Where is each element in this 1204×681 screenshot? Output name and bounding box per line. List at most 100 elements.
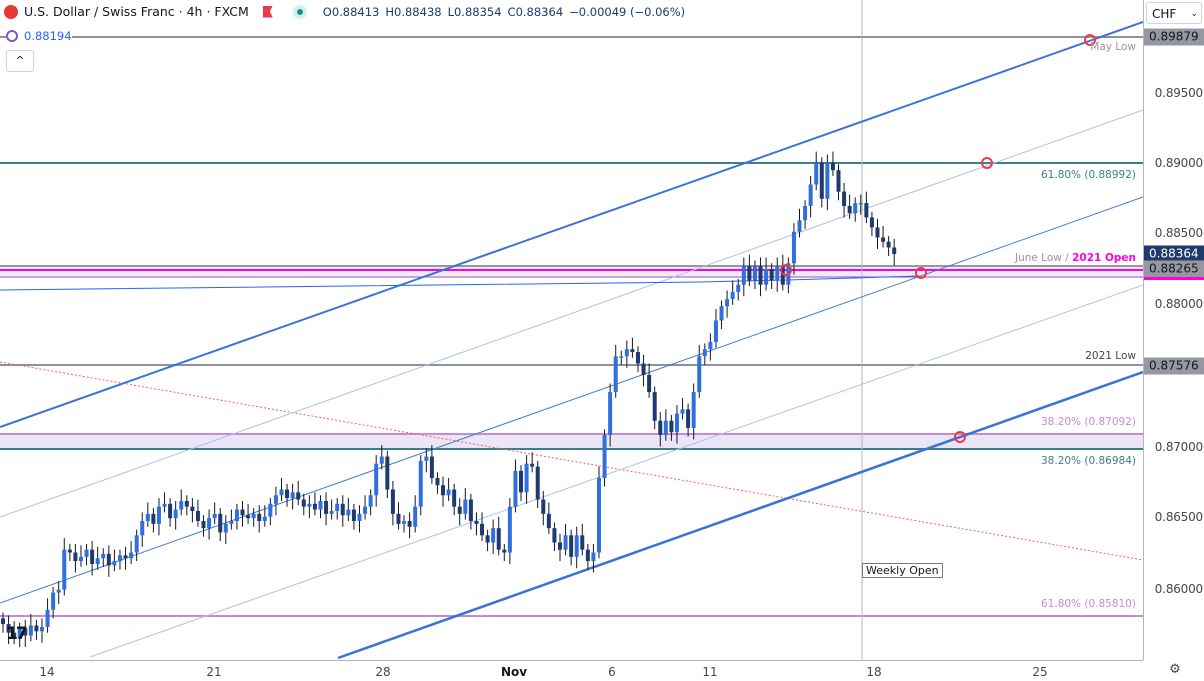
candle-up[interactable] <box>736 284 741 292</box>
candle-down[interactable] <box>652 392 657 421</box>
candle-down[interactable] <box>435 478 440 486</box>
candle-up[interactable] <box>335 503 340 511</box>
candle-down[interactable] <box>285 489 290 499</box>
candle-up[interactable] <box>608 392 613 436</box>
candle-down[interactable] <box>780 266 785 285</box>
candle-up[interactable] <box>574 535 579 557</box>
candle-down[interactable] <box>875 227 880 238</box>
candle-up[interactable] <box>307 503 312 507</box>
candle-down[interactable] <box>647 374 652 393</box>
candle-down[interactable] <box>246 515 251 519</box>
candle-down[interactable] <box>669 420 674 433</box>
candle-up[interactable] <box>207 518 212 529</box>
candle-up[interactable] <box>491 528 496 543</box>
candle-up[interactable] <box>234 509 239 521</box>
candle-down[interactable] <box>658 420 663 436</box>
candle-up[interactable] <box>112 561 117 566</box>
alert-circle-icon[interactable] <box>954 431 966 443</box>
candle-up[interactable] <box>424 456 429 461</box>
candle-up[interactable] <box>95 558 100 564</box>
candle-down[interactable] <box>585 549 590 562</box>
candle-up[interactable] <box>17 628 22 639</box>
candle-down[interactable] <box>457 506 462 514</box>
candle-up[interactable] <box>212 513 217 519</box>
channel-upper-line[interactable] <box>0 21 1143 428</box>
candle-up[interactable] <box>463 499 468 514</box>
candle-up[interactable] <box>140 521 145 536</box>
candle-down[interactable] <box>312 503 317 510</box>
candle-down[interactable] <box>635 352 640 364</box>
candle-down[interactable] <box>1 618 5 625</box>
candle-down[interactable] <box>541 499 546 514</box>
candle-up[interactable] <box>524 463 529 493</box>
candle-down[interactable] <box>340 503 345 516</box>
candle-up[interactable] <box>507 506 512 553</box>
candle-down[interactable] <box>296 492 301 500</box>
candle-up[interactable] <box>346 509 351 516</box>
candle-down[interactable] <box>73 552 78 562</box>
candle-up[interactable] <box>39 626 44 632</box>
price-axis[interactable]: 0.89500 0.89000 0.88500 0.88000 0.87000 … <box>1143 0 1204 660</box>
candle-down[interactable] <box>123 555 128 559</box>
candle-up[interactable] <box>101 553 106 559</box>
red-dotted-trendline[interactable] <box>0 361 1143 561</box>
candle-up[interactable] <box>156 506 161 524</box>
alert-circle-icon[interactable] <box>981 157 993 169</box>
candle-down[interactable] <box>842 191 847 206</box>
channel-median-line[interactable] <box>0 196 1143 604</box>
gear-icon[interactable]: ⚙ <box>1169 662 1181 677</box>
candle-up[interactable] <box>173 509 178 519</box>
candle-down[interactable] <box>106 553 111 566</box>
candle-down[interactable] <box>769 268 774 281</box>
candle-down[interactable] <box>396 513 401 524</box>
time-axis[interactable]: 14 21 28 Nov 6 11 18 25 <box>0 660 1143 681</box>
candle-down[interactable] <box>240 509 245 516</box>
candle-up[interactable] <box>808 184 813 206</box>
candle-down[interactable] <box>886 241 891 248</box>
candle-down[interactable] <box>558 542 562 550</box>
candle-up[interactable] <box>613 356 618 393</box>
candle-up[interactable] <box>691 392 696 428</box>
alert-circle-icon[interactable] <box>1084 34 1096 46</box>
candle-down[interactable] <box>474 521 479 524</box>
candle-up[interactable] <box>318 500 323 510</box>
candle-up[interactable] <box>741 266 746 285</box>
candle-up[interactable] <box>62 549 67 590</box>
candle-down[interactable] <box>190 506 195 511</box>
price-chart[interactable] <box>0 0 1143 660</box>
moving-average-line[interactable] <box>0 275 921 291</box>
candle-up[interactable] <box>764 268 769 285</box>
candle-up[interactable] <box>162 503 167 507</box>
candle-down[interactable] <box>892 247 897 255</box>
candle-down[interactable] <box>468 499 473 521</box>
candle-up[interactable] <box>78 556 83 562</box>
candle-up[interactable] <box>730 291 735 300</box>
collapse-legend-button[interactable]: ^ <box>6 50 34 72</box>
lower-parallel-light-line[interactable] <box>89 284 1143 658</box>
candle-up[interactable] <box>446 489 451 496</box>
candle-up[interactable] <box>803 205 808 221</box>
candle-up[interactable] <box>374 463 379 496</box>
candle-up[interactable] <box>262 516 267 521</box>
candle-down[interactable] <box>830 163 835 171</box>
candle-down[interactable] <box>195 510 200 521</box>
candle-down[interactable] <box>90 549 95 564</box>
candle-up[interactable] <box>697 356 702 393</box>
candle-up[interactable] <box>145 513 150 521</box>
candle-down[interactable] <box>485 535 490 543</box>
candle-up[interactable] <box>713 320 718 342</box>
candle-down[interactable] <box>535 466 540 500</box>
candle-down[interactable] <box>546 513 551 529</box>
candle-up[interactable] <box>56 589 61 593</box>
candle-up[interactable] <box>273 495 278 504</box>
candle-up[interactable] <box>663 420 668 436</box>
candle-up[interactable] <box>134 535 139 553</box>
candle-down[interactable] <box>519 470 524 493</box>
candle-up[interactable] <box>513 470 518 507</box>
candle-up[interactable] <box>853 203 858 214</box>
candle-up[interactable] <box>619 356 624 358</box>
candle-up[interactable] <box>674 413 679 433</box>
candle-up[interactable] <box>413 506 418 527</box>
candle-up[interactable] <box>775 266 780 281</box>
candle-up[interactable] <box>329 510 334 514</box>
